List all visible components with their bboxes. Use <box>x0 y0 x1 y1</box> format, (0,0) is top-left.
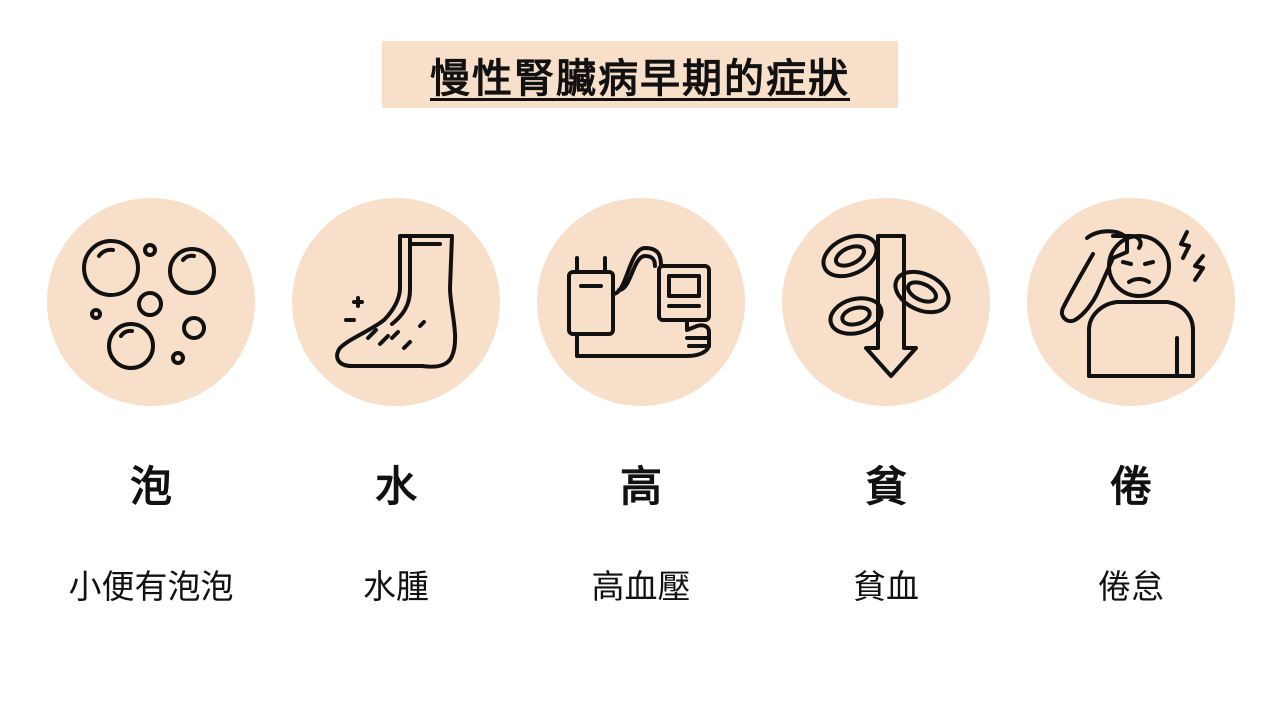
icon-circle <box>47 198 255 406</box>
title-banner: 慢性腎臟病早期的症狀 <box>382 41 898 108</box>
icon-circle <box>537 198 745 406</box>
tired-person-icon <box>1060 229 1205 378</box>
symptom-label: 高血壓 <box>591 567 691 606</box>
blood-pressure-monitor-icon <box>567 246 711 358</box>
symptom-label: 貧血 <box>853 567 919 606</box>
symptom-key-char: 貧 <box>864 462 907 511</box>
symptom-key-char: 水 <box>374 462 417 511</box>
icon-circle <box>1027 198 1235 406</box>
symptom-card-edema: 水 水腫 <box>292 198 502 618</box>
low-red-blood-cells-icon <box>821 233 951 378</box>
symptom-label: 小便有泡泡 <box>68 567 234 606</box>
page-title: 慢性腎臟病早期的症狀 <box>430 55 850 102</box>
icon-circle <box>292 198 500 406</box>
icon-circle <box>782 198 990 406</box>
symptom-key-char: 高 <box>619 462 662 511</box>
symptom-key-char: 泡 <box>129 462 172 511</box>
symptom-card-hypertension: 高 高血壓 <box>537 198 747 618</box>
symptom-key-char: 倦 <box>1109 462 1152 511</box>
symptom-card-bubbles: 泡 小便有泡泡 <box>47 198 257 618</box>
swollen-foot-icon <box>335 234 458 369</box>
bubbles-icon <box>82 239 216 370</box>
symptom-label: 水腫 <box>363 567 429 606</box>
symptom-card-anemia: 貧 貧血 <box>782 198 992 618</box>
symptom-label: 倦怠 <box>1098 567 1164 606</box>
symptom-card-fatigue: 倦 倦怠 <box>1027 198 1237 618</box>
